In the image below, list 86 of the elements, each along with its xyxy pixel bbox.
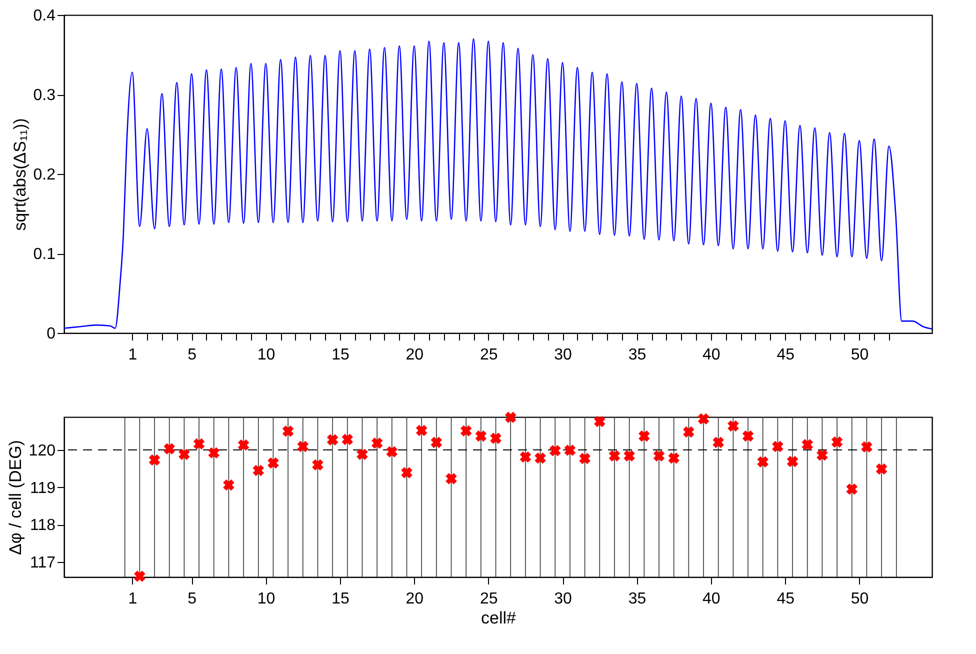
point xyxy=(223,479,234,491)
point xyxy=(446,473,457,484)
point xyxy=(164,443,175,454)
x-tick-label: 45 xyxy=(776,346,795,364)
point xyxy=(861,441,872,453)
point xyxy=(371,438,383,449)
point xyxy=(268,457,279,469)
point xyxy=(846,484,858,495)
x-tick-label: 50 xyxy=(850,346,869,364)
x-tick-label: 15 xyxy=(332,590,350,608)
x-tick-label: 20 xyxy=(406,590,424,608)
x-tick-label: 25 xyxy=(480,346,498,364)
y-axis-title: Δφ / cell (DEG) xyxy=(6,440,25,555)
point xyxy=(208,447,220,459)
y-tick-label: 0.3 xyxy=(33,87,56,104)
point xyxy=(579,452,590,464)
point xyxy=(148,454,160,466)
y-tick-label: 0.4 xyxy=(33,8,56,24)
y-axis-title: sqrt(abs(ΔS₁₁)) xyxy=(10,118,30,231)
point xyxy=(831,436,843,448)
point xyxy=(772,440,784,452)
line-series xyxy=(63,38,933,330)
point xyxy=(326,434,338,446)
x-tick-label: 50 xyxy=(850,590,869,608)
point xyxy=(178,448,190,460)
point xyxy=(653,450,665,462)
y-tick-label: 0.1 xyxy=(33,246,56,263)
x-tick-label: 10 xyxy=(257,346,276,364)
x-tick-label: 1 xyxy=(128,590,138,608)
point xyxy=(193,438,205,450)
x-tick-label: 10 xyxy=(257,590,276,608)
point xyxy=(386,446,398,458)
y-tick-label: 119 xyxy=(30,480,56,497)
point xyxy=(757,456,768,468)
x-axis-title: cell# xyxy=(481,608,517,628)
point xyxy=(504,412,516,424)
x-tick-label: 30 xyxy=(554,590,572,608)
point xyxy=(460,425,472,436)
point xyxy=(668,452,680,464)
point xyxy=(786,456,798,468)
x-tick-label: 5 xyxy=(188,346,197,364)
point xyxy=(802,439,814,450)
point xyxy=(712,436,724,448)
point xyxy=(238,439,250,451)
y-tick-label: 118 xyxy=(30,517,56,534)
y-tick-label: 117 xyxy=(30,554,56,572)
point xyxy=(416,424,428,436)
point xyxy=(475,430,487,442)
x-tick-label: 30 xyxy=(554,346,572,364)
point xyxy=(624,450,635,462)
x-tick-label: 40 xyxy=(702,346,720,364)
point xyxy=(490,432,502,444)
point xyxy=(564,444,576,456)
y-tick-label: 0 xyxy=(46,326,56,342)
x-tick-label: 1 xyxy=(128,346,138,364)
point xyxy=(638,430,650,442)
x-tick-label: 15 xyxy=(332,346,350,364)
point xyxy=(134,570,146,582)
point xyxy=(698,413,710,425)
point xyxy=(683,426,694,438)
point xyxy=(742,430,754,442)
point xyxy=(342,434,354,446)
point xyxy=(534,452,546,464)
point xyxy=(356,448,368,460)
point xyxy=(728,420,739,432)
point xyxy=(282,426,294,437)
point xyxy=(608,450,620,462)
point xyxy=(520,451,532,463)
x-tick-label: 40 xyxy=(702,590,720,608)
x-tick-label: 5 xyxy=(188,590,197,608)
point xyxy=(876,463,888,475)
x-tick-label: 20 xyxy=(406,346,424,364)
point xyxy=(430,436,442,448)
point xyxy=(297,440,309,452)
point xyxy=(252,464,264,476)
point xyxy=(312,459,324,470)
point xyxy=(816,449,828,461)
point xyxy=(594,416,606,428)
x-tick-label: 35 xyxy=(628,590,646,608)
point xyxy=(401,467,412,478)
y-tick-label: 0.2 xyxy=(33,166,56,184)
x-tick-label: 35 xyxy=(628,346,646,364)
x-tick-label: 45 xyxy=(776,590,795,608)
point xyxy=(549,445,561,456)
y-tick-label: 120 xyxy=(28,442,56,460)
x-tick-label: 25 xyxy=(480,590,498,608)
